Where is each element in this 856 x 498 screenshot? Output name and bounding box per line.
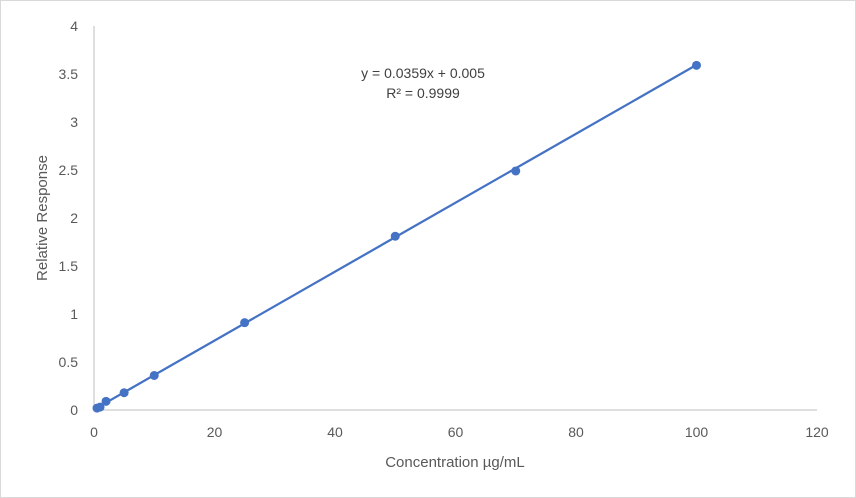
data-point (101, 396, 111, 406)
r-squared-value: R² = 0.9999 (386, 85, 460, 101)
axes (93, 26, 817, 411)
x-tick-label: 120 (805, 424, 829, 440)
y-tick-label: 2 (70, 210, 78, 226)
y-tick-label: 1.5 (59, 258, 79, 274)
x-tick-label: 80 (568, 424, 584, 440)
x-tick-label: 60 (448, 424, 464, 440)
y-tick-label: 2.5 (59, 162, 79, 178)
y-tick-label: 1 (70, 306, 78, 322)
y-tick-label: 3.5 (59, 66, 79, 82)
data-point (149, 370, 159, 380)
data-point (119, 388, 129, 398)
trendline-equation: y = 0.0359x + 0.005 (361, 65, 485, 81)
y-tick-label: 0 (70, 402, 78, 418)
x-tick-label: 0 (90, 424, 98, 440)
x-tick-label: 20 (207, 424, 223, 440)
data-point (511, 166, 521, 176)
x-axis-title: Concentration µg/mL (385, 454, 525, 471)
tick-labels: 0 20 40 60 80 100 120 0 0.5 1 1.5 2 2.5 3 3.5 4 (59, 18, 829, 440)
data-point (390, 231, 400, 241)
x-tick-label: 40 (327, 424, 343, 440)
data-point (95, 402, 105, 412)
y-axis-title: Relative Response (34, 155, 51, 281)
y-tick-label: 3 (70, 114, 78, 130)
x-tick-label: 100 (685, 424, 709, 440)
data-point (692, 60, 701, 70)
y-tick-label: 0.5 (59, 354, 79, 370)
data-points (92, 60, 701, 413)
data-point (240, 318, 250, 328)
y-tick-label: 4 (70, 18, 78, 34)
